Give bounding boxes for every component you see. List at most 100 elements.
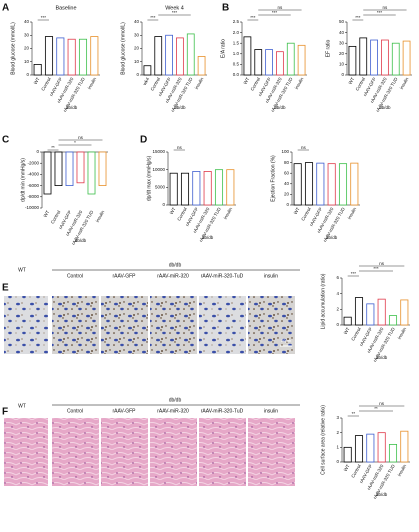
y-tick-label: 40 (24, 19, 30, 24)
x-tick-label: insulin (87, 76, 98, 90)
significance-label: * (74, 140, 76, 145)
y-tick-label: 2.0 (233, 30, 240, 35)
y-axis-label: E/A ratio (220, 39, 226, 58)
image-label: rAAV-miR-320-TuD (201, 408, 244, 414)
group-label: db/db (174, 105, 186, 110)
bar (366, 433, 375, 463)
x-tick-label: insulin (399, 76, 410, 90)
panel-letter: A (2, 3, 9, 14)
micrograph (150, 418, 197, 486)
y-tick-label: -8000 (27, 194, 39, 199)
significance-label: *** (172, 10, 178, 15)
group-label: db/db (376, 492, 388, 497)
bar (54, 151, 63, 186)
bar (286, 42, 295, 76)
significance-label: ns (379, 261, 385, 266)
x-tick-label: insulin (347, 206, 358, 220)
y-tick-label: 3 (336, 415, 339, 420)
image-label: rAAV-GFP (113, 273, 137, 279)
x-tick-label: Control (350, 327, 362, 342)
y-axis-label: Blood glucose (mmol/L) (120, 22, 126, 75)
image-label: rAAV-GFP (113, 408, 137, 414)
bar (44, 36, 54, 76)
y-tick-label: 1.5 (233, 40, 240, 45)
bar (143, 65, 152, 76)
micrograph (199, 418, 246, 486)
bar (98, 151, 107, 186)
significance-label: *** (272, 10, 278, 15)
bar (359, 37, 368, 76)
x-tick-label: insulin (294, 76, 305, 90)
chart-title: Baseline (55, 5, 76, 11)
y-tick-label: 1.0 (233, 51, 240, 56)
bar (391, 42, 400, 76)
significance-label: ** (51, 145, 55, 150)
y-tick-label: 20 (24, 46, 30, 51)
bar (56, 37, 65, 76)
y-tick-label: 20 (284, 192, 290, 197)
bar (154, 36, 163, 76)
y-axis-label: Cell surface area (relative ratio) (320, 405, 326, 475)
x-tick-label: insulin (223, 206, 234, 220)
y-tick-label: 0 (36, 149, 39, 154)
group-label: db/db (326, 235, 338, 240)
y-tick-label: 0 (336, 459, 339, 464)
x-tick-label: Control (350, 464, 362, 479)
micrograph (52, 296, 99, 354)
bar (381, 39, 389, 76)
bar (165, 34, 173, 76)
bar (197, 56, 206, 76)
bar (293, 163, 302, 206)
micrograph (101, 418, 148, 486)
x-tick-label: wk4 (142, 76, 151, 86)
bar (402, 40, 411, 76)
y-tick-label: 0 (336, 322, 339, 327)
panel-letter: B (222, 3, 229, 14)
y-tick-label: 50 (339, 19, 345, 24)
y-tick-label: 20 (134, 46, 140, 51)
y-tick-label: 0 (341, 72, 344, 77)
group-label: db/db (202, 235, 214, 240)
bar (265, 49, 273, 76)
y-tick-label: 1 (336, 445, 339, 450)
significance-label: *** (377, 10, 383, 15)
x-tick-label: Control (300, 207, 312, 222)
significance-label: ns (301, 145, 307, 150)
bar (338, 163, 348, 206)
bar (226, 169, 235, 206)
significance-label: ** (352, 411, 356, 416)
bar (388, 315, 398, 326)
y-tick-label: 30 (24, 32, 30, 37)
bar (276, 51, 284, 76)
y-tick-label: 40 (284, 181, 290, 186)
y-tick-label: 30 (339, 40, 345, 45)
scale-label: 20μm (281, 338, 292, 343)
bar (67, 38, 76, 76)
bar (76, 151, 85, 184)
y-tick-label: -10000 (25, 205, 40, 210)
y-axis-label: Lipid accumulation (ratio) (320, 273, 326, 329)
y-tick-label: 40 (339, 30, 345, 35)
micrograph (52, 418, 99, 486)
y-tick-label: 100 (281, 149, 289, 154)
image-label: WT (18, 403, 26, 409)
y-tick-label: 30 (134, 32, 140, 37)
y-tick-label: 0 (136, 72, 139, 77)
micrograph (4, 296, 48, 354)
panel-letter: C (2, 135, 9, 146)
x-tick-label: WT (343, 326, 351, 335)
y-tick-label: 6 (336, 275, 339, 280)
bar (186, 33, 195, 76)
significance-label: ** (374, 406, 378, 411)
y-tick-label: 0 (26, 72, 29, 77)
micrograph (199, 296, 246, 354)
y-tick-label: 0.0 (233, 72, 240, 77)
bar (203, 171, 212, 206)
y-tick-label: 10 (134, 59, 140, 64)
y-axis-label: dp/dt max (mmHg/s) (146, 156, 152, 202)
panel-letter: D (140, 135, 147, 146)
group-label: db/db (169, 397, 182, 403)
x-tick-label: Control (150, 77, 162, 92)
x-tick-label: Control (176, 207, 188, 222)
